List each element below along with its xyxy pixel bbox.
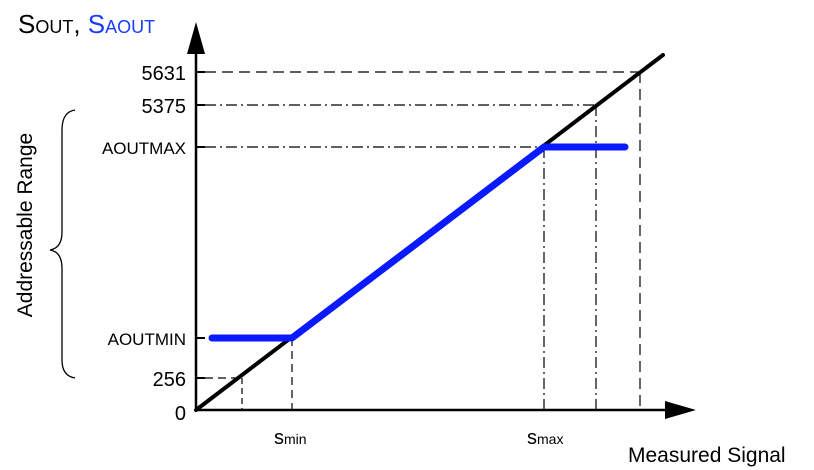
x-tick-smin: smin <box>274 427 307 449</box>
x-axis-title: Measured Signal <box>628 444 786 467</box>
x-axis-arrowhead <box>665 401 696 419</box>
range-brace <box>49 109 76 379</box>
x-tick-smax-s: s <box>527 427 537 449</box>
x-tick-smin-s: s <box>274 427 284 449</box>
y-tick-256: 256 <box>153 369 186 391</box>
y-tick-zero: 0 <box>175 403 186 425</box>
addressable-range-label: Addressable Range <box>14 133 37 317</box>
y-tick-5375: 5375 <box>142 96 187 118</box>
y-axis-title-sa: S <box>88 9 105 39</box>
y-tick-aoutmin: AOUTMIN <box>108 330 186 349</box>
y-axis-title: SOUT, SAOUT <box>18 9 155 39</box>
x-tick-smin-sub: min <box>284 431 307 447</box>
y-tick-aoutmax: AOUTMAX <box>102 139 186 158</box>
y-axis-title-s-sub: OUT <box>35 17 73 37</box>
y-axis-title-separator: , <box>73 9 87 39</box>
y-axis-title-s: S <box>18 9 35 39</box>
clamped-output-curve <box>208 143 629 342</box>
y-axis-arrowhead <box>187 22 205 54</box>
y-tick-5631: 5631 <box>142 63 187 85</box>
x-tick-smax-sub: max <box>537 431 563 447</box>
y-axis-title-sa-sub: AOUT <box>105 17 155 37</box>
x-tick-smax: smax <box>527 427 563 449</box>
